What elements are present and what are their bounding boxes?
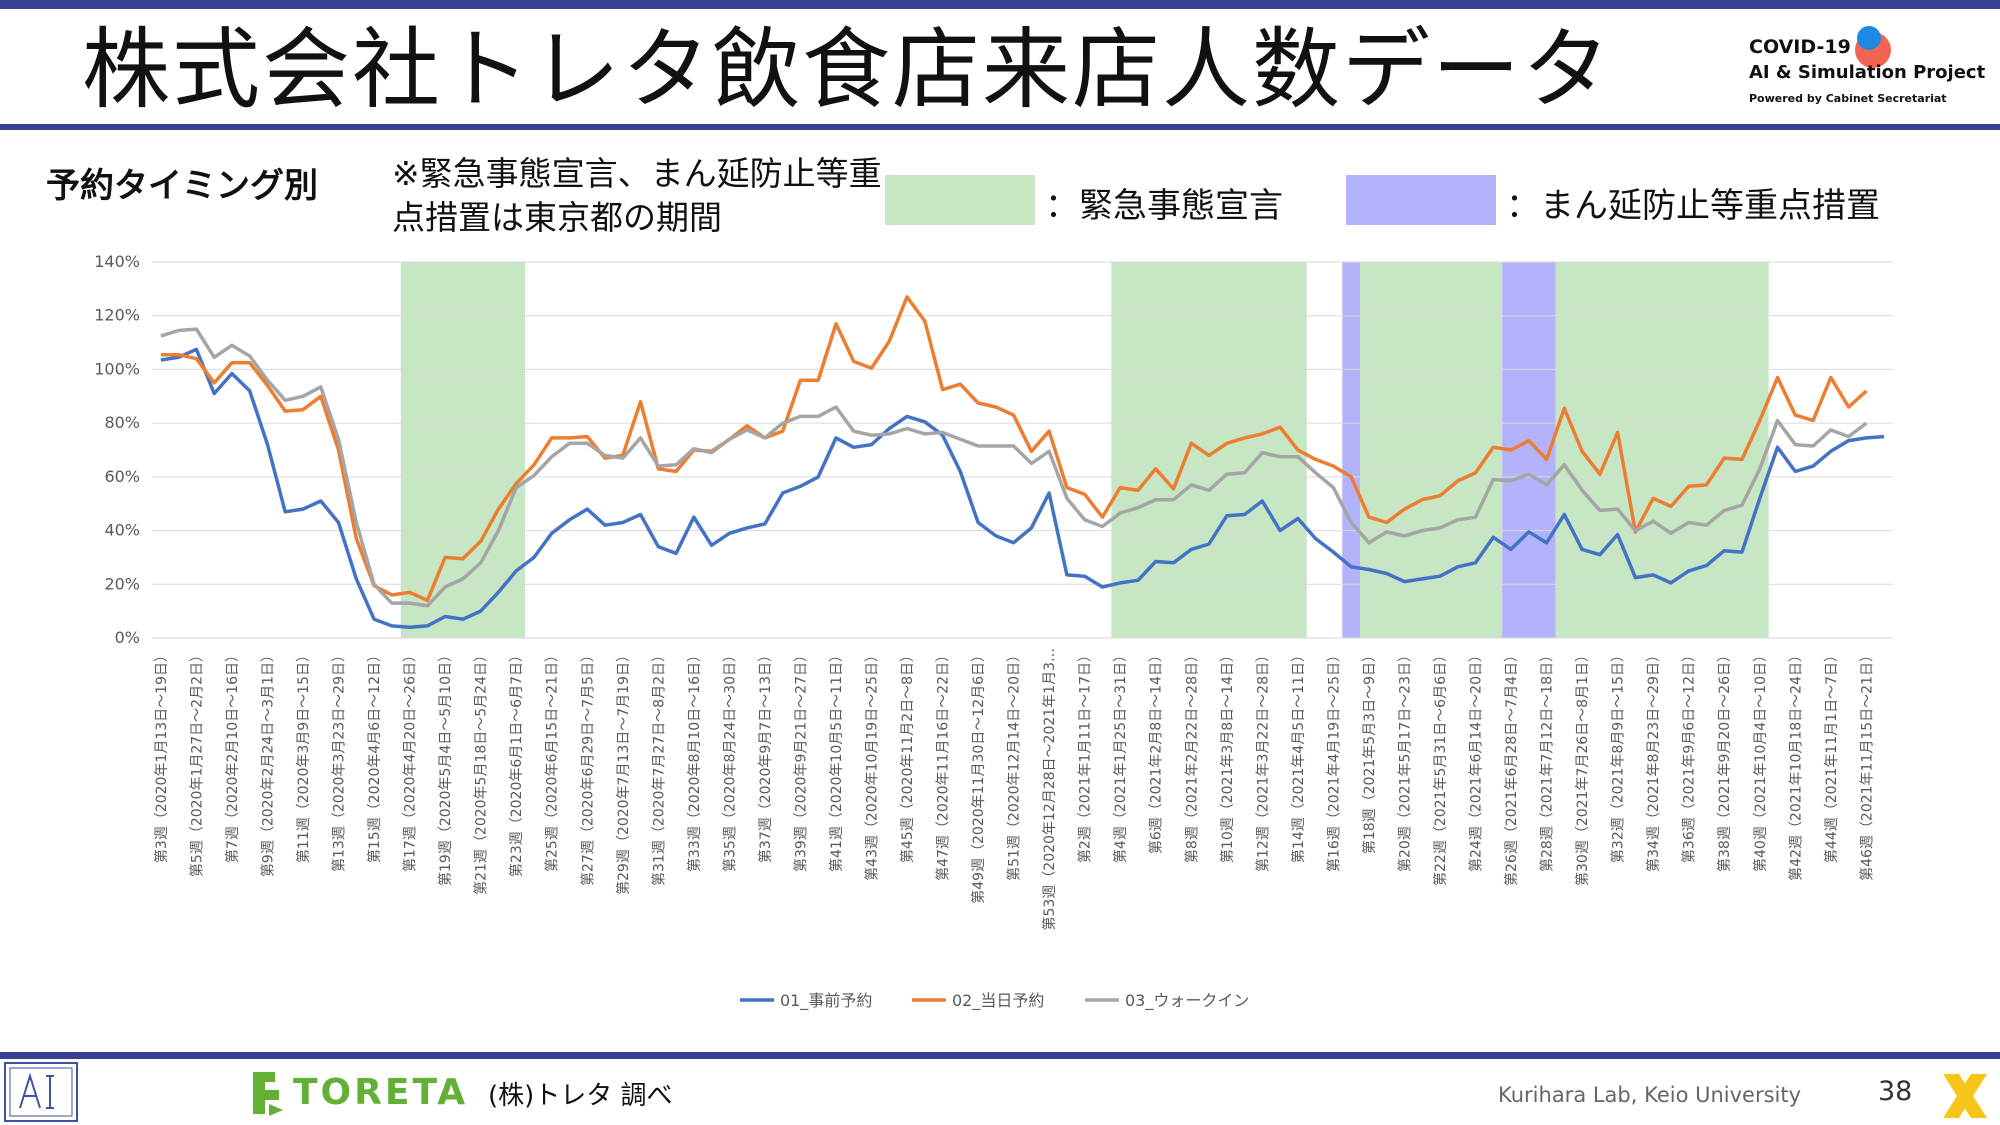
x-tick-label: 第45週（2020年11月2日～8日） — [899, 648, 916, 863]
y-tick-label: 60% — [104, 467, 140, 486]
logo-line2: AI & Simulation Project — [1749, 62, 1986, 83]
x-tick-label: 第37週（2020年9月7日～13日） — [757, 648, 774, 863]
x-tick-label: 第16週（2021年4月19日～25日） — [1325, 648, 1342, 872]
x-tick-label: 第27週（2020年6月29日～7月5日） — [579, 648, 596, 886]
x-tick-label: 第6週（2021年2月8日～14日） — [1148, 648, 1165, 854]
priority-legend-label: ：まん延防止等重点措置 — [1506, 186, 1880, 226]
x-tick-label: 第49週（2020年11月30日～12月6日） — [970, 648, 987, 904]
x-tick-label: 第11週（2020年3月9日～15日） — [295, 648, 312, 863]
priority-legend-swatch — [1346, 175, 1496, 225]
shade-emergency-0 — [400, 262, 526, 638]
project-logo: COVID-19 AI & Simulation Project Powered… — [1745, 22, 1985, 117]
x-tick-label: 第5週（2020年1月27日～2月2日） — [188, 648, 205, 877]
x-tick-label: 第42週（2021年10月18日～24日） — [1787, 648, 1804, 881]
toreta-logo: TORETA — [245, 1068, 465, 1118]
chart-subtitle: 予約タイミング別 — [46, 166, 318, 206]
y-tick-label: 40% — [104, 521, 140, 540]
page-number: 38 — [1878, 1076, 1913, 1107]
y-tick-label: 120% — [94, 306, 140, 325]
x-tick-label: 第2週（2021年1月11日～17日） — [1077, 648, 1094, 863]
y-tick-label: 0% — [115, 628, 140, 647]
legend-label-1: 01_事前予約 — [780, 991, 872, 1011]
x-tick-label: 第35週（2020年8月24日～30日） — [721, 648, 738, 872]
toreta-mark-icon — [253, 1072, 283, 1116]
x-tick-label: 第39週（2020年9月21日～27日） — [792, 648, 809, 872]
x-tick-label: 第9週（2020年2月24日～3月1日） — [259, 648, 276, 877]
x-tick-label: 第26週（2021年6月28日～7月4日） — [1503, 648, 1520, 886]
x-tick-label: 第14週（2021年4月5日～11日） — [1290, 648, 1307, 863]
legend-label-2: 02_当日予約 — [952, 991, 1044, 1011]
x-tick-label: 第8週（2021年2月22日～28日） — [1183, 648, 1200, 863]
x-tick-label: 第44週（2021年11月1日～7日） — [1823, 648, 1840, 863]
x-tick-label: 第12週（2021年3月22日～28日） — [1254, 648, 1271, 872]
x-tick-label: 第46週（2021年11月15日～21日） — [1858, 648, 1875, 881]
x-tick-label: 第47週（2020年11月16日～22日） — [935, 648, 952, 881]
x-tick-label: 第34週（2021年8月23日～29日） — [1645, 648, 1662, 872]
x-tick-label: 第13週（2020年3月23日～29日） — [331, 648, 348, 872]
x-tick-label: 第21週（2020年5月18日～5月24日） — [473, 648, 490, 895]
x-tick-label: 第7週（2020年2月10日～16日） — [224, 648, 241, 863]
x-tick-label: 第18週（2021年5月3日～9日） — [1361, 648, 1378, 854]
x-tick-label: 第29週（2020年7月13日～7月19日） — [615, 648, 632, 895]
logo-line3: Powered by Cabinet Secretariat — [1749, 92, 1947, 105]
legend-label-3: 03_ウォークイン — [1125, 991, 1249, 1011]
series-line-3 — [160, 327, 1868, 608]
x-tick-label: 第19週（2020年5月4日～5月10日） — [437, 648, 454, 886]
emergency-legend-swatch — [885, 175, 1035, 225]
x-tick-label: 第24週（2021年6月14日～20日） — [1468, 648, 1485, 872]
x-tick-label: 第36週（2021年9月6日～12日） — [1681, 648, 1698, 863]
logo-line1: COVID-19 — [1749, 36, 1851, 58]
x-tick-label: 第40週（2021年10月4日～10日） — [1752, 648, 1769, 872]
x-tick-label: 第20週（2021年5月17日～23日） — [1396, 648, 1413, 872]
emergency-legend-label: ：緊急事態宣言 — [1045, 186, 1283, 226]
shade-emergency-3 — [1360, 262, 1503, 638]
shade-emergency-1 — [1111, 262, 1307, 638]
x-tick-label: 第15週（2020年4月6日～12日） — [366, 648, 383, 863]
y-tick-label: 140% — [94, 252, 140, 271]
x-tick-label: 第32週（2021年8月9日～15日） — [1610, 648, 1627, 863]
ai-lab-logo — [4, 1062, 78, 1122]
x-tick-label: 第53週（2020年12月28日～2021年1月3… — [1041, 648, 1058, 931]
y-tick-label: 20% — [104, 574, 140, 593]
logo-blue-dot — [1857, 26, 1881, 50]
x-logo-icon — [1943, 1074, 1987, 1118]
x-tick-label: 第33週（2020年8月10日～16日） — [686, 648, 703, 872]
x-tick-label: 第4週（2021年1月25日～31日） — [1112, 648, 1129, 863]
x-tick-label: 第23週（2020年6月1日～6月7日） — [508, 648, 525, 877]
footer-line — [0, 1052, 2000, 1059]
y-tick-label: 100% — [94, 359, 140, 378]
x-tick-label: 第30週（2021年7月26日～8月1日） — [1574, 648, 1591, 886]
toreta-wordmark: TORETA — [293, 1072, 469, 1113]
top-accent-bar — [0, 0, 2000, 9]
page-title: 株式会社トレタ飲食店来店人数データ — [82, 18, 1613, 121]
line-chart: 0% 20% 40% 60% 80% 100% 120% 140% 第3週（2020年1月13… — [94, 252, 1893, 1011]
x-tick-label: 第41週（2020年10月5日～11日） — [828, 648, 845, 872]
x-tick-label: 第43週（2020年10月19日～25日） — [863, 648, 880, 881]
x-tick-label: 第3週（2020年1月13日～19日） — [153, 648, 170, 863]
shade-emergency-5 — [1555, 262, 1769, 638]
x-tick-label: 第10週（2021年3月8日～14日） — [1219, 648, 1236, 863]
y-tick-label: 80% — [104, 413, 140, 432]
x-tick-label: 第28週（2021年7月12日～18日） — [1539, 648, 1556, 872]
x-tick-label: 第31週（2020年7月27日～8月2日） — [650, 648, 667, 886]
data-source: (株)トレタ 調べ — [488, 1081, 673, 1111]
period-note: ※緊急事態宣言、まん延防止等重点措置は東京都の期間 — [392, 154, 882, 237]
x-tick-label: 第51週（2020年12月14日～20日） — [1006, 648, 1023, 881]
x-tick-label: 第17週（2020年4月20日～26日） — [402, 648, 419, 872]
series-line-2 — [160, 295, 1868, 603]
x-tick-label: 第25週（2020年6月15日～21日） — [544, 648, 561, 872]
lab-credit: Kurihara Lab, Keio University — [1498, 1083, 1802, 1107]
series-line-1 — [160, 347, 1885, 630]
title-underline — [0, 124, 2000, 130]
x-tick-label: 第38週（2021年9月20日～26日） — [1716, 648, 1733, 872]
shade-priority-2 — [1342, 262, 1361, 638]
x-tick-label: 第22週（2021年5月31日～6月6日） — [1432, 648, 1449, 886]
